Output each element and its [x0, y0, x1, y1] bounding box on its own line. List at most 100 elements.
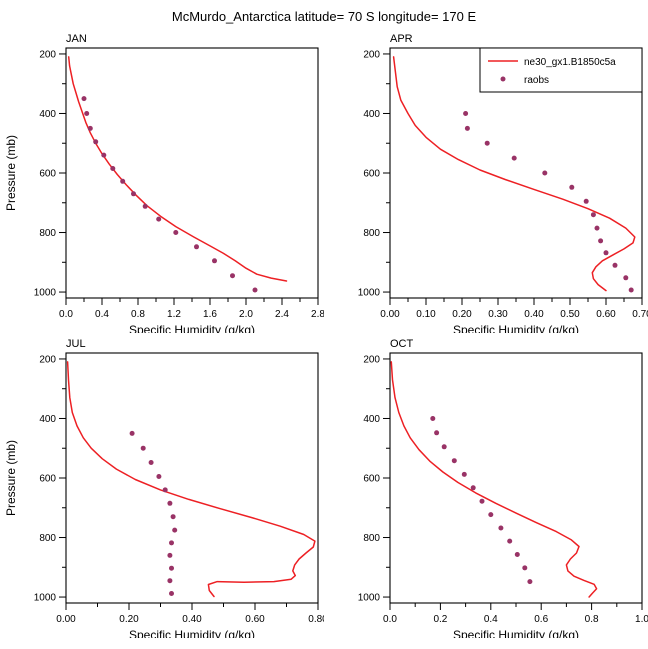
y-tick-label: 1000 — [34, 593, 57, 604]
legend-label-raobs: raobs — [524, 75, 549, 86]
raobs-dot — [479, 498, 485, 504]
raobs-dot — [461, 471, 467, 477]
raobs-dot — [590, 212, 596, 218]
raobs-dot — [430, 416, 436, 421]
raobs-dot — [527, 579, 533, 585]
model-line — [390, 361, 598, 598]
raobs-dot — [603, 250, 609, 256]
x-tick-label: 0.40 — [524, 309, 544, 320]
x-tick-label: 0.6 — [534, 614, 548, 625]
panel-apr-chart: 0.00 0.10 0.20 0.30 0.40 0.50 0.60 0.70 200 400 60… — [358, 33, 648, 333]
x-tick-label: 0.20 — [452, 309, 472, 320]
x-tick-label: 2.0 — [239, 309, 253, 320]
raobs-dot — [252, 287, 258, 293]
x-tick-label: 0.4 — [95, 309, 109, 320]
model-line — [66, 361, 316, 598]
raobs-dot — [142, 203, 148, 209]
raobs-dot — [470, 485, 476, 491]
x-tick-label: 0.4 — [484, 614, 498, 625]
raobs-dot — [488, 512, 494, 518]
raobs-dot — [169, 591, 174, 596]
y-tick-label: 600 — [363, 474, 380, 485]
plot-border — [65, 352, 319, 604]
raobs-dot — [93, 139, 99, 145]
x-tick-label: 0.30 — [488, 309, 508, 320]
legend-box — [479, 47, 643, 93]
y-axis-title: Pressure (mb) — [4, 135, 18, 211]
x-tick-label: 2.8 — [311, 309, 324, 320]
x-tick-label: 0.50 — [560, 309, 580, 320]
y-tick-label: 200 — [363, 49, 380, 60]
panel-label: APR — [390, 33, 413, 45]
y-tick-label: 800 — [39, 228, 56, 239]
raobs-dot — [569, 184, 575, 190]
page-title: McMurdo_Antarctica latitude= 70 S longit… — [171, 9, 477, 24]
raobs-dot — [101, 152, 107, 158]
raobs-dot — [81, 96, 87, 102]
raobs-dot — [628, 287, 634, 293]
y-tick-label: 800 — [363, 533, 380, 544]
raobs-dot — [194, 244, 199, 250]
x-tick-label: 2.4 — [275, 309, 289, 320]
y-tick-label: 1000 — [358, 288, 381, 299]
raobs-dot — [167, 552, 173, 558]
raobs-dot — [169, 565, 174, 571]
x-axis-title: Specific Humidity (g/kg) — [453, 323, 579, 333]
y-tick-label: 600 — [39, 169, 56, 180]
raobs-dot — [623, 275, 629, 281]
raobs-dot — [84, 111, 90, 116]
raobs-dot — [167, 500, 173, 506]
raobs-dot — [212, 258, 217, 264]
plot-border — [65, 47, 319, 299]
raobs-dot — [434, 430, 440, 436]
y-tick-label: 200 — [39, 354, 56, 365]
y-tick-label: 600 — [39, 474, 56, 485]
raobs-dot — [173, 230, 179, 235]
x-tick-label: 0.60 — [596, 309, 616, 320]
raobs-dot — [120, 178, 126, 184]
x-tick-label: 0.00 — [56, 614, 76, 625]
raobs-dot — [170, 514, 176, 520]
y-tick-label: 1000 — [34, 288, 57, 299]
x-tick-label: 0.0 — [383, 614, 397, 625]
plot-border — [389, 352, 643, 604]
raobs-dot — [87, 125, 93, 131]
x-tick-label: 0.20 — [119, 614, 139, 625]
raobs-dot — [514, 552, 520, 557]
x-axis-title: Specific Humidity (g/kg) — [453, 628, 579, 638]
legend-label-model: ne30_gx1.B1850c5a — [524, 57, 616, 68]
x-axis-title: Specific Humidity (g/kg) — [129, 628, 255, 638]
y-tick-label: 400 — [363, 109, 380, 120]
raobs-dot — [451, 458, 457, 464]
panel-jan-chart: 0.0 0.4 0.8 1.2 1.6 2.0 2.4 2.8 200 400 600 800 1000… — [4, 33, 324, 333]
raobs-dot — [594, 225, 600, 231]
raobs-dot — [148, 460, 154, 465]
raobs-dot — [172, 527, 178, 533]
raobs-dot — [542, 170, 548, 176]
raobs-dot — [441, 444, 447, 450]
x-tick-label: 0.10 — [416, 309, 436, 320]
raobs-dot — [522, 565, 528, 571]
raobs-dot — [484, 140, 490, 146]
raobs-dot — [463, 111, 469, 116]
x-tick-label: 0.00 — [380, 309, 400, 320]
y-tick-label: 200 — [363, 354, 380, 365]
raobs-dot — [507, 538, 513, 544]
x-tick-label: 0.40 — [182, 614, 202, 625]
raobs-dot — [156, 474, 162, 479]
x-tick-label: 1.2 — [167, 309, 181, 320]
raobs-dot — [511, 155, 517, 161]
raobs-dot — [110, 166, 116, 171]
x-tick-label: 1.6 — [203, 309, 217, 320]
y-tick-label: 800 — [363, 228, 380, 239]
raobs-dot — [156, 216, 162, 222]
y-tick-label: 400 — [363, 414, 380, 425]
raobs-dot — [162, 487, 168, 493]
y-tick-label: 800 — [39, 533, 56, 544]
raobs-dot — [167, 578, 173, 584]
x-tick-label: 0.60 — [245, 614, 265, 625]
raobs-dot — [129, 430, 135, 436]
raobs-dot — [464, 125, 470, 131]
raobs-dot — [140, 445, 146, 451]
y-tick-label: 400 — [39, 414, 56, 425]
